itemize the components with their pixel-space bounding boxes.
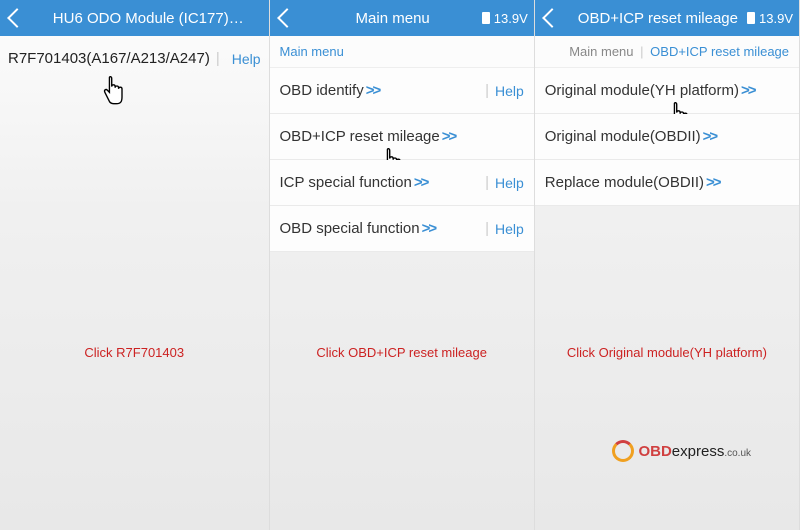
logo-express: express [672,443,725,460]
menu-label: OBD+ICP reset mileage>> [280,128,524,145]
menu-item-obd-special[interactable]: OBD special function>> | Help [270,206,534,252]
menu-list: Original module(YH platform)>> Original … [535,68,799,206]
voltage-indicator: 13.9V [747,11,793,26]
header-bar: OBD+ICP reset mileage 13.9V [535,0,799,36]
back-icon[interactable] [277,8,297,28]
watermark-logo: OBDexpress.co.uk [612,440,751,462]
voltage-value: 13.9V [494,11,528,26]
logo-circle-icon [612,440,634,462]
chevron-right-icon: >> [422,220,436,237]
menu-item-obd-icp-reset[interactable]: OBD+ICP reset mileage>> [270,114,534,160]
header-title: HU6 ODO Module (IC177)… [34,10,263,27]
cursor-icon [100,74,128,106]
menu-list: OBD identify>> | Help OBD+ICP reset mile… [270,68,534,252]
back-icon[interactable] [542,8,562,28]
menu-label: OBD identify>> [280,82,480,99]
battery-icon [747,12,755,24]
help-link[interactable]: Help [495,175,524,191]
header-bar: Main menu 13.9V [270,0,534,36]
menu-item-original-obdii[interactable]: Original module(OBDII)>> [535,114,799,160]
battery-icon [482,12,490,24]
chevron-right-icon: >> [366,82,380,99]
voltage-indicator: 13.9V [482,11,528,26]
breadcrumb: Main menu | OBD+ICP reset mileage [535,36,799,68]
menu-label: Original module(YH platform)>> [545,82,789,99]
logo-uk: .co.uk [724,448,751,459]
divider: | [485,82,489,99]
header-bar: HU6 ODO Module (IC177)… [0,0,269,36]
back-icon[interactable] [7,8,27,28]
menu-item-obd-identify[interactable]: OBD identify>> | Help [270,68,534,114]
panel-main-menu: Main menu 13.9V Main menu OBD identify>>… [270,0,535,530]
breadcrumb: Main menu [270,36,534,68]
module-row[interactable]: R7F701403(A167/A213/A247) | Help [0,36,269,81]
chevron-right-icon: >> [442,128,456,145]
header-title: Main menu [304,10,482,27]
panel-caption: Click OBD+ICP reset mileage [270,345,534,530]
divider: | [216,50,220,67]
chevron-right-icon: >> [741,82,755,99]
voltage-value: 13.9V [759,11,793,26]
divider: | [485,174,489,191]
menu-label: Replace module(OBDII)>> [545,174,789,191]
breadcrumb-separator: | [640,44,643,59]
logo-obd: OBD [638,443,671,460]
header-title: OBD+ICP reset mileage [569,10,747,27]
menu-label: OBD special function>> [280,220,480,237]
menu-item-icp-special[interactable]: ICP special function>> | Help [270,160,534,206]
chevron-right-icon: >> [414,174,428,191]
help-link[interactable]: Help [495,221,524,237]
module-label: R7F701403(A167/A213/A247) [8,50,210,67]
menu-label: Original module(OBDII)>> [545,128,789,145]
divider: | [485,220,489,237]
panel-module-select: HU6 ODO Module (IC177)… R7F701403(A167/A… [0,0,270,530]
help-link[interactable]: Help [232,51,261,67]
panel-caption: Click Original module(YH platform) [535,345,799,530]
breadcrumb-prev[interactable]: Main menu [569,44,633,59]
chevron-right-icon: >> [706,174,720,191]
help-link[interactable]: Help [495,83,524,99]
menu-item-replace-obdii[interactable]: Replace module(OBDII)>> [535,160,799,206]
panel-caption: Click R7F701403 [0,345,269,530]
chevron-right-icon: >> [703,128,717,145]
menu-label: ICP special function>> [280,174,480,191]
panel-reset-mileage: OBD+ICP reset mileage 13.9V Main menu | … [535,0,800,530]
breadcrumb-current: OBD+ICP reset mileage [650,44,789,59]
breadcrumb-current: Main menu [280,44,344,59]
menu-item-original-yh[interactable]: Original module(YH platform)>> [535,68,799,114]
